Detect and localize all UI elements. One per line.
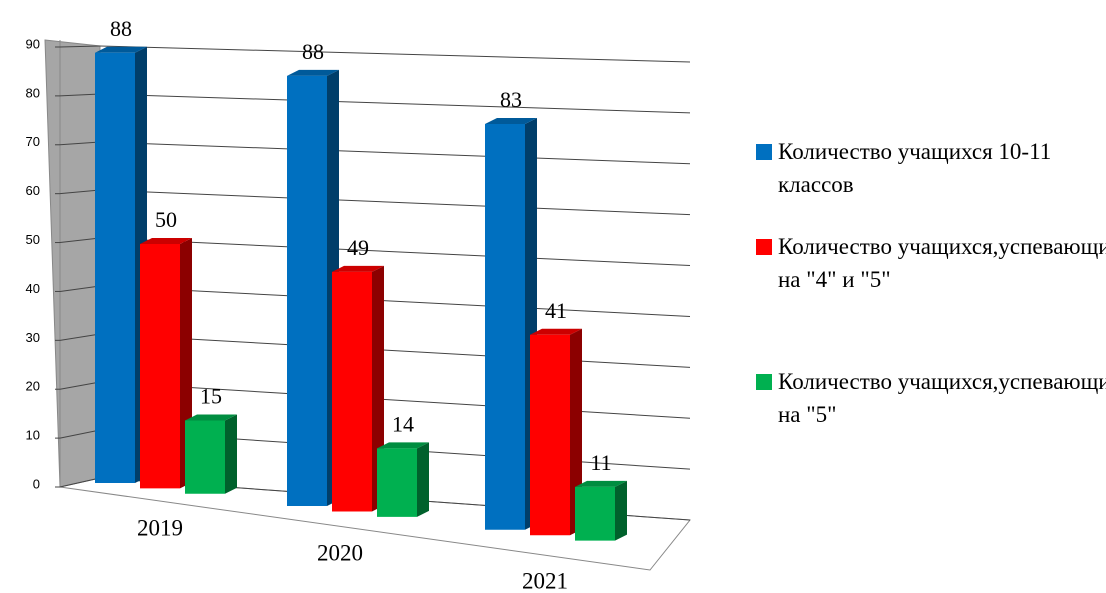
legend-label: Количество учащихся,успевающих на "5": [778, 369, 1106, 427]
data-label: 49: [347, 235, 369, 260]
x-tick-label: 2021: [522, 568, 568, 593]
y-tick-label: 80: [26, 85, 40, 100]
grid-line-side: [59, 45, 101, 48]
y-tick-label: 40: [26, 281, 40, 296]
legend-item: Количество учащихся,успевающих на "4" и …: [756, 230, 1106, 296]
bar: [140, 243, 180, 489]
y-tick-label: 0: [33, 476, 40, 491]
y-tick-label: 90: [26, 36, 40, 51]
grid-line-side: [59, 141, 101, 146]
bar-top: [95, 46, 147, 53]
left-wall: [44, 39, 101, 488]
grid-line-side: [59, 477, 101, 488]
grid-line: [99, 381, 691, 419]
grid-line-side: [59, 237, 101, 244]
bar-top: [377, 442, 429, 449]
bar: [332, 271, 372, 512]
x-tick-label: 2019: [137, 515, 183, 540]
grid-line: [99, 285, 691, 317]
grid-line: [99, 141, 691, 165]
grid-line: [99, 237, 691, 267]
bar-side: [417, 442, 429, 517]
grid-line: [99, 189, 691, 216]
legend-label: Количество учащихся 10-11 классов: [778, 139, 1052, 197]
bar: [95, 52, 135, 484]
x-tick-label: 2020: [317, 540, 363, 565]
bar-top: [332, 265, 384, 272]
grid-line: [99, 93, 691, 114]
y-tick-label: 60: [26, 183, 40, 198]
grid-line-side: [59, 381, 101, 390]
grid-line-side: [59, 429, 101, 439]
legend-item: Количество учащихся 10-11 классов: [756, 135, 1106, 201]
bar: [287, 75, 327, 507]
bar-side: [570, 328, 582, 536]
data-label: 41: [545, 298, 567, 323]
legend-swatch: [756, 239, 772, 255]
bar-top: [530, 328, 582, 335]
data-label: 11: [590, 450, 611, 475]
bar-side: [225, 414, 237, 494]
bar: [377, 448, 417, 517]
data-label: 14: [392, 411, 414, 436]
data-label: 88: [302, 39, 324, 64]
bar: [575, 486, 615, 541]
data-label: 15: [200, 384, 222, 409]
grid-line: [99, 333, 691, 368]
bar-top: [185, 414, 237, 421]
bar: [185, 420, 225, 494]
grid-line-side: [59, 93, 101, 97]
legend-swatch: [756, 144, 772, 160]
bar-top: [485, 118, 537, 125]
bar: [530, 334, 570, 536]
legend-label: Количество учащихся,успевающих на "4" и …: [778, 234, 1106, 292]
grid-line: [99, 45, 691, 63]
bar-top: [575, 480, 627, 487]
grid-line-side: [59, 333, 101, 341]
grid-line-side: [59, 189, 101, 195]
y-tick-label: 20: [26, 379, 40, 394]
bar-side: [615, 480, 627, 541]
bar-top: [287, 69, 339, 76]
data-label: 50: [155, 207, 177, 232]
legend-swatch: [756, 374, 772, 390]
data-label: 83: [500, 87, 522, 112]
legend-item: Количество учащихся,успевающих на "5": [756, 365, 1106, 431]
y-tick-label: 30: [26, 330, 40, 345]
bar: [485, 124, 525, 530]
data-label: 88: [110, 16, 132, 41]
y-tick-label: 10: [26, 428, 40, 443]
y-tick-label: 50: [26, 232, 40, 247]
y-tick-label: 70: [26, 134, 40, 149]
bar-top: [140, 237, 192, 244]
grid-line-side: [59, 285, 101, 292]
